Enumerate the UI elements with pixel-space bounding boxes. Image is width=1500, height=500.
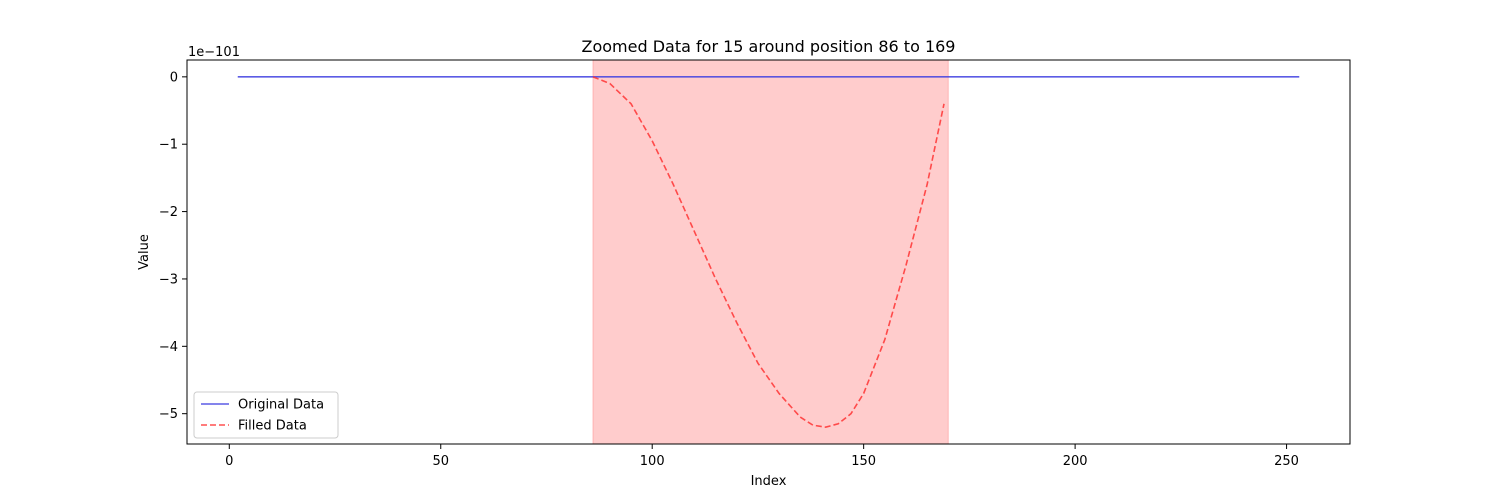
x-tick-label: 0 — [225, 454, 233, 469]
y-axis-label: Value — [137, 234, 152, 270]
y-tick-label: −5 — [159, 407, 178, 422]
y-tick-label: −2 — [159, 205, 178, 220]
highlight-span-layer — [592, 59, 949, 445]
y-tick-label: −3 — [159, 272, 178, 287]
legend-label: Filled Data — [238, 419, 307, 434]
x-axis-label: Index — [751, 474, 787, 489]
legend: Original Data Filled Data — [193, 391, 339, 439]
x-tick-label: 250 — [1274, 454, 1299, 469]
legend-label: Original Data — [238, 398, 324, 413]
legend-box — [193, 391, 339, 439]
x-tick-label: 200 — [1063, 454, 1088, 469]
plot-area-frame — [186, 59, 1351, 445]
y-tick-label: 0 — [170, 70, 178, 85]
x-tick-label: 150 — [851, 454, 876, 469]
series-layer — [237, 76, 1300, 428]
chart-title: Zoomed Data for 15 around position 86 to… — [582, 37, 956, 56]
series-line-filled-data — [592, 76, 945, 428]
x-tick-label: 50 — [432, 454, 449, 469]
y-axis-ticks: 0 −1 −2 −3 −4 −5 — [159, 70, 187, 422]
highlight-span — [592, 59, 949, 445]
x-tick-label: 100 — [640, 454, 665, 469]
y-tick-label: −4 — [159, 340, 178, 355]
y-tick-label: −1 — [159, 138, 178, 153]
y-offset-label: 1e−101 — [188, 45, 240, 60]
x-axis-ticks: 0 50 100 150 200 250 — [225, 444, 1299, 469]
